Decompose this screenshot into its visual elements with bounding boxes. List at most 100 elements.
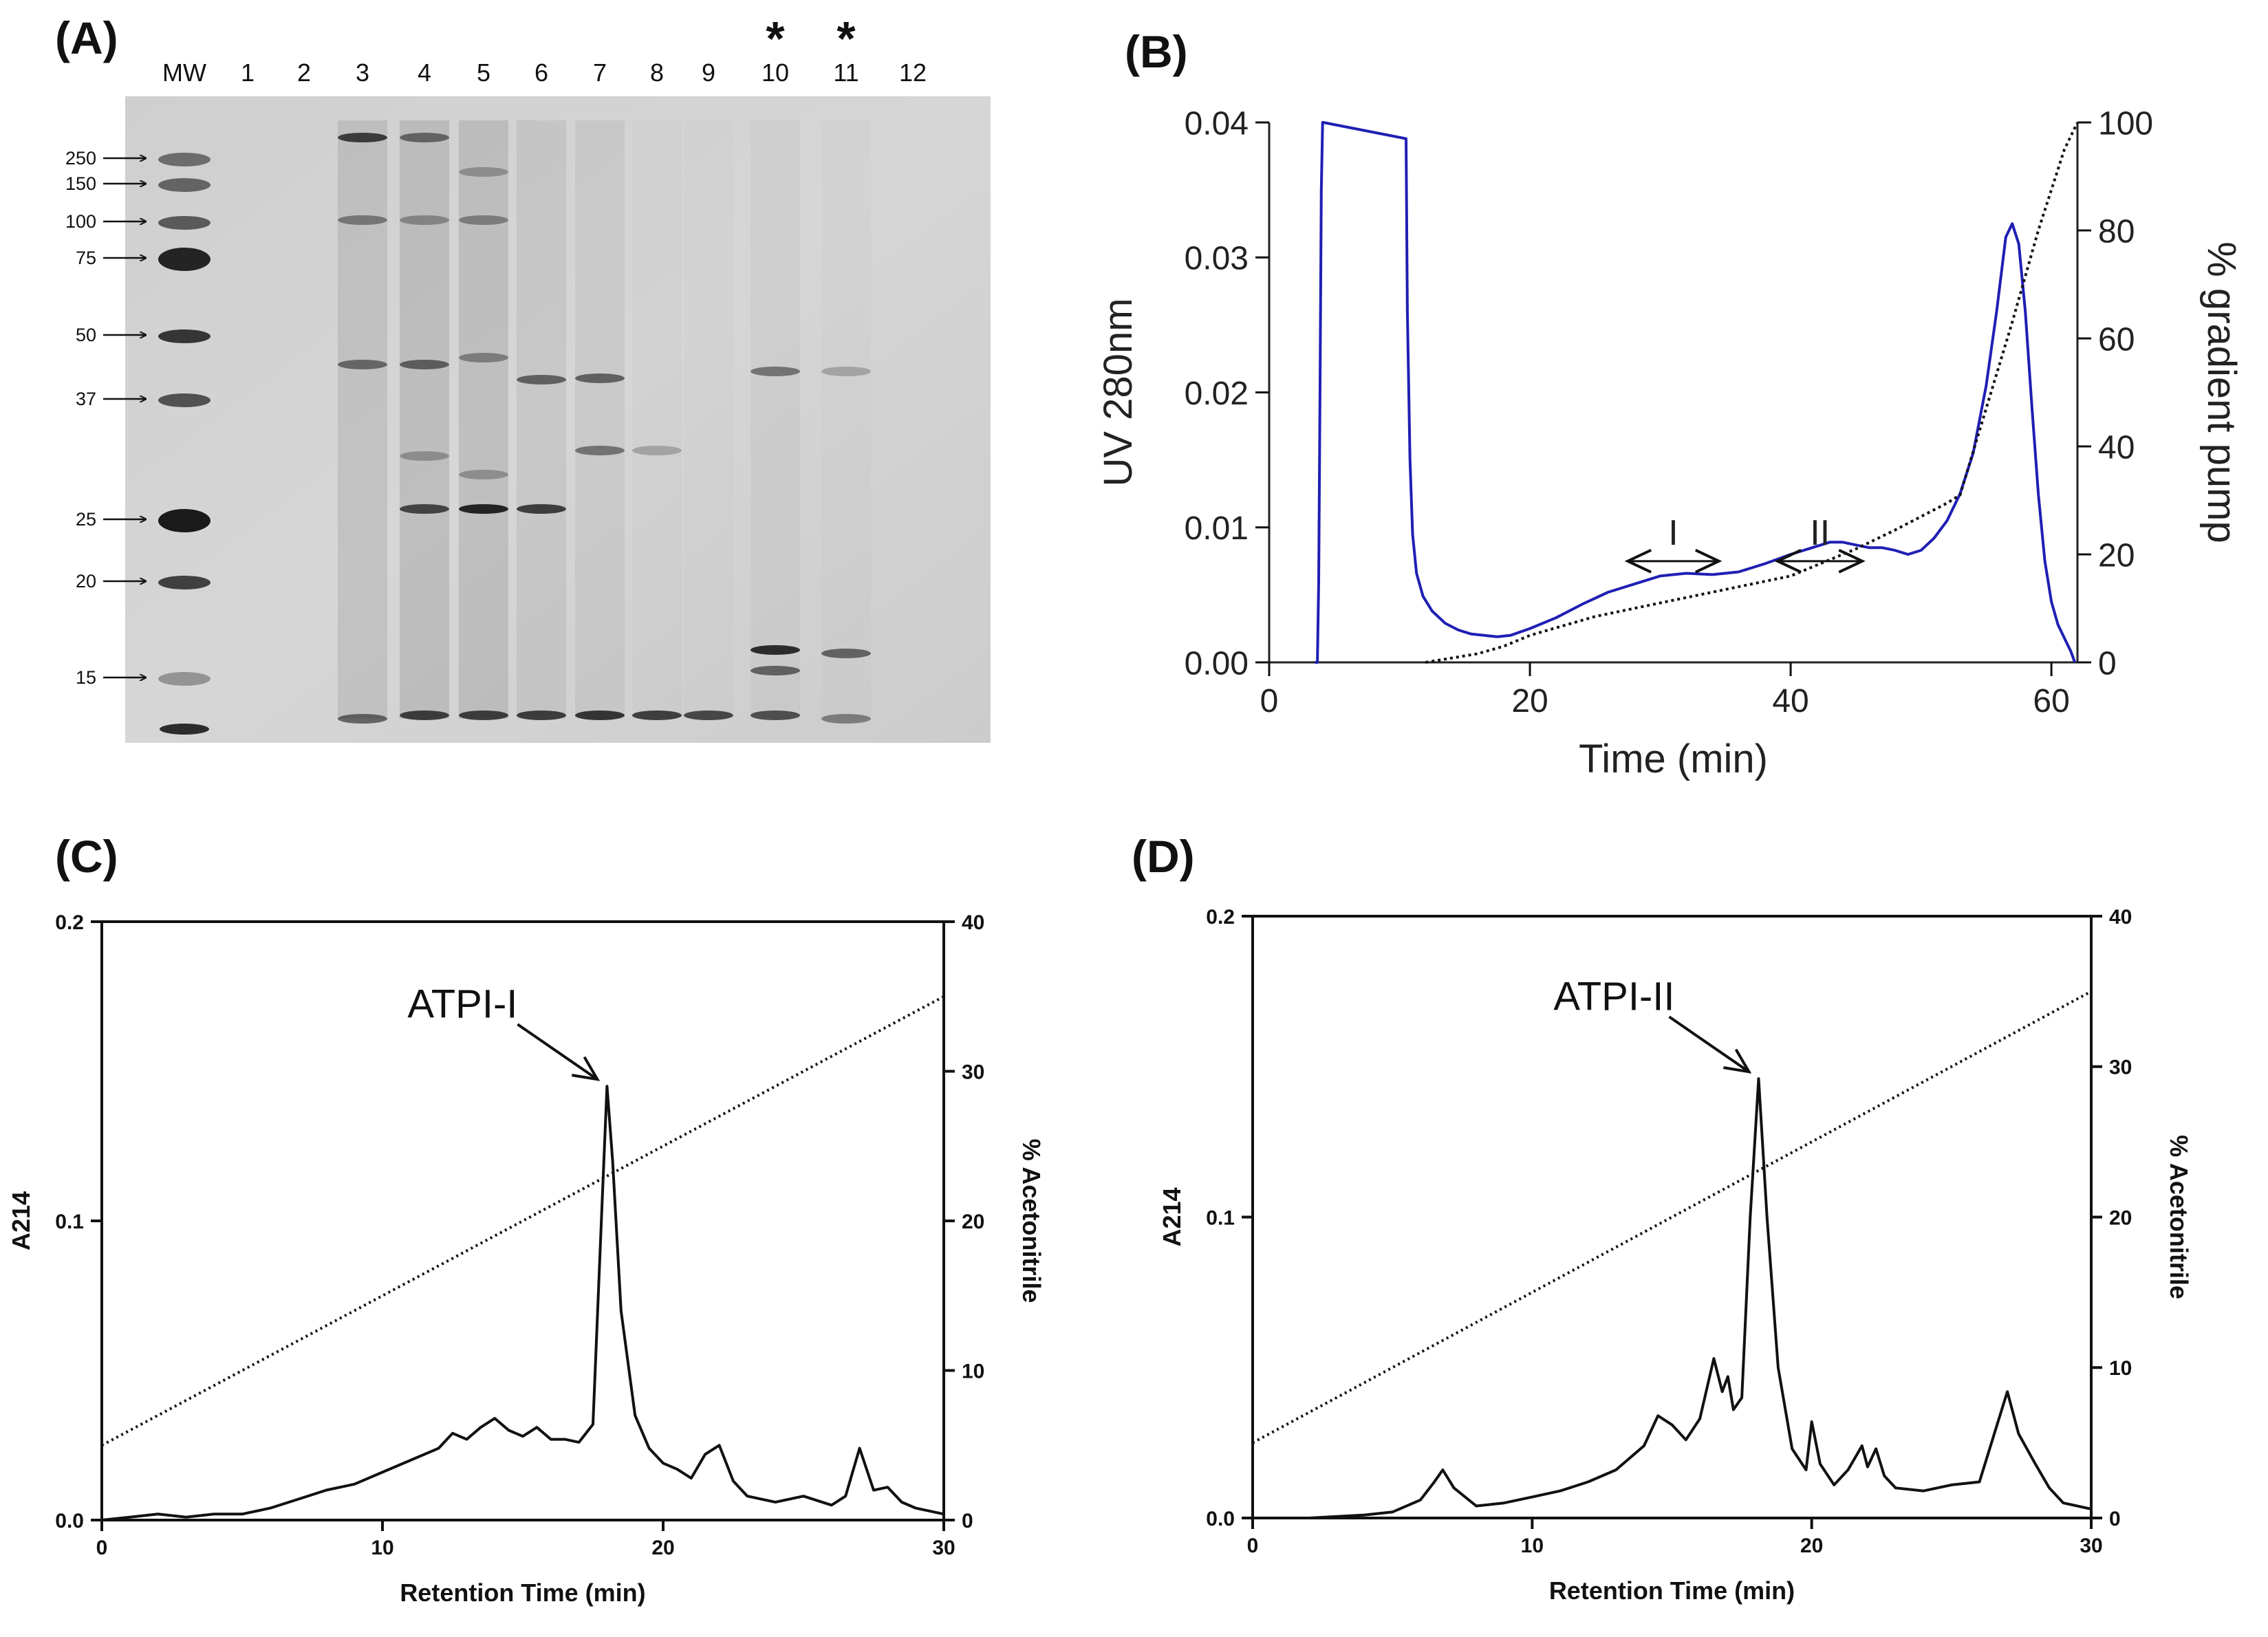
right-tick-label: 30 <box>962 1061 984 1083</box>
sample-band <box>400 215 449 225</box>
lane-smear <box>575 120 625 719</box>
right-tick-label: 10 <box>2109 1357 2132 1380</box>
sample-band <box>459 711 508 720</box>
lane-label: 10 <box>762 58 789 87</box>
ladder-band <box>158 216 210 230</box>
lane-smear <box>684 120 733 719</box>
x-tick-label: 20 <box>1511 683 1548 719</box>
ladder-band <box>160 724 209 735</box>
left-tick-label: 0.0 <box>55 1510 84 1532</box>
panel-label-c: (C) <box>55 831 118 882</box>
sample-band <box>632 446 682 455</box>
sample-band <box>517 711 566 720</box>
x-axis-label: Time (min) <box>1579 737 1768 781</box>
sample-band <box>517 504 566 514</box>
lane-label: 4 <box>418 58 431 87</box>
ladder-band <box>158 393 210 407</box>
gradient-line <box>1252 990 2092 1444</box>
sample-band <box>750 666 800 675</box>
sample-band <box>338 360 387 369</box>
sample-band <box>400 504 449 514</box>
lane-smear <box>400 120 449 719</box>
left-tick-label: 0.0 <box>1206 1508 1235 1530</box>
ladder-band <box>158 576 210 589</box>
absorbance-trace <box>1315 121 2077 664</box>
left-tick-label: 0.03 <box>1185 241 1249 277</box>
plot-frame <box>100 920 945 1521</box>
peak-label: ATPI-I <box>407 982 517 1026</box>
sample-band <box>459 470 508 479</box>
fraction-label: II <box>1810 513 1830 553</box>
gel-star-marks: * * <box>766 12 856 65</box>
sample-band <box>459 504 508 514</box>
panel-label-a: (A) <box>55 12 118 63</box>
sample-band <box>459 167 508 177</box>
mw-label: 37 <box>76 389 96 409</box>
panel-label-b: (B) <box>1125 26 1188 77</box>
lane-smear <box>459 120 508 719</box>
gel-bands <box>158 120 871 735</box>
fraction-label: I <box>1668 513 1678 553</box>
right-tick-label: 40 <box>2109 906 2132 929</box>
right-tick-label: 100 <box>2098 105 2153 142</box>
lane-label: 5 <box>477 58 490 87</box>
x-tick-label: 10 <box>1521 1535 1544 1557</box>
sample-band <box>575 446 625 455</box>
left-tick-label: 0.02 <box>1185 376 1249 412</box>
sample-band <box>517 375 566 384</box>
lane-smear <box>632 120 682 719</box>
lane-label: 8 <box>650 58 664 87</box>
mw-label: 25 <box>76 509 96 530</box>
lane-smear <box>821 120 871 719</box>
mw-label: 75 <box>76 248 96 268</box>
right-tick-label: 60 <box>2098 321 2135 358</box>
x-tick-label: 10 <box>371 1537 393 1559</box>
sample-band <box>459 215 508 225</box>
sample-band <box>750 711 800 720</box>
sample-band <box>400 360 449 369</box>
sample-band <box>821 649 871 658</box>
right-tick-label: 10 <box>962 1360 984 1383</box>
gradient-line <box>1425 122 2079 664</box>
gradient-line <box>101 995 944 1447</box>
mw-label: 150 <box>65 173 96 194</box>
lane-label: 3 <box>356 58 369 87</box>
right-axis-label: % Acetonitrile <box>2165 1135 2193 1299</box>
ladder-band <box>158 248 210 271</box>
left-tick-label: 0.1 <box>55 1211 84 1233</box>
right-tick-label: 20 <box>2109 1206 2132 1229</box>
ladder-band <box>158 672 210 686</box>
left-axis-label: A214 <box>7 1191 35 1250</box>
gel-image: MW 1 2 3 4 5 6 7 8 9 10 11 12 * * 2501501007550372520… <box>65 12 991 743</box>
sample-band <box>821 367 871 376</box>
sample-band <box>821 714 871 724</box>
peak-arrow <box>517 1023 597 1079</box>
right-tick-label: 0 <box>2098 645 2117 682</box>
right-tick-label: 0 <box>2109 1508 2121 1530</box>
gel-lane-labels: MW 1 2 3 4 5 6 7 8 9 10 11 12 <box>162 58 927 87</box>
right-tick-label: 80 <box>2098 213 2135 250</box>
sample-band <box>575 711 625 720</box>
lane-star-mark: * <box>836 12 856 65</box>
sample-band <box>632 711 682 720</box>
lane-smear <box>750 120 800 719</box>
mw-label: 20 <box>76 571 96 592</box>
gel-mw-markers: 250 150 100 75 50 37 25 20 15 <box>65 148 146 688</box>
ladder-band <box>158 153 210 166</box>
lane-label: 9 <box>702 58 715 87</box>
x-tick-label: 0 <box>1260 683 1279 719</box>
right-tick-label: 20 <box>2098 537 2135 574</box>
mw-label: 250 <box>65 148 96 169</box>
x-axis-label: Retention Time (min) <box>1549 1576 1795 1605</box>
chart-c: 0 10 20 30 0.0 0.1 0.2 0 10 20 30 40 Retention Time … <box>7 911 1046 1607</box>
mw-label: 100 <box>65 211 96 232</box>
sample-band <box>750 367 800 376</box>
left-axis-label: UV 280nm <box>1096 298 1141 486</box>
left-tick-label: 0.1 <box>1206 1206 1235 1229</box>
chart-b: 0 20 40 60 0.00 0.01 0.02 0.03 0.04 0 20 40 60 80 100 T… <box>1096 105 2244 781</box>
peak-arrow <box>1668 1015 1749 1072</box>
lane-label: 1 <box>241 58 255 87</box>
chart-d: 0 10 20 30 0.0 0.1 0.2 0 10 20 30 40 Retention Time … <box>1158 906 2193 1605</box>
right-tick-label: 20 <box>962 1211 984 1233</box>
